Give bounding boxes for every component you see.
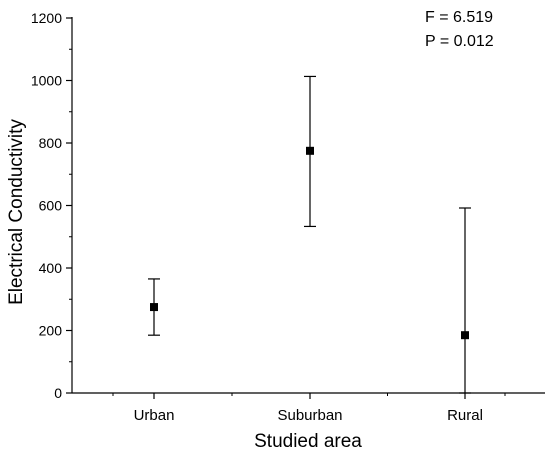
- y-tick-label: 200: [39, 323, 63, 339]
- error-bars: [148, 75, 471, 394]
- data-point-suburban: [306, 146, 314, 155]
- y-tick-label: 800: [39, 135, 63, 151]
- axes: [71, 17, 545, 394]
- y-tick-label: 0: [54, 385, 62, 401]
- y-axis-title: Electrical Conductivity: [6, 119, 27, 305]
- x-tick-label: Urban: [134, 407, 175, 424]
- y-axis-ticks: 0 200 400 600 800 1000 1200: [31, 10, 72, 401]
- x-tick-label: Suburban: [277, 407, 342, 424]
- y-tick-label: 1000: [31, 73, 62, 89]
- y-tick-label: 1200: [31, 10, 62, 26]
- x-tick-label: Rural: [447, 407, 483, 424]
- annotation-p-value: P = 0.012: [425, 33, 494, 50]
- y-tick-label: 400: [39, 260, 63, 276]
- annotation-f-value: F = 6.519: [425, 9, 493, 26]
- x-axis-ticks: Urban Suburban Rural: [112, 393, 506, 424]
- data-point-urban: [150, 303, 158, 312]
- x-axis-title: Studied area: [254, 431, 362, 452]
- data-points: [150, 146, 469, 340]
- data-point-rural: [461, 331, 469, 340]
- y-tick-label: 600: [39, 198, 63, 214]
